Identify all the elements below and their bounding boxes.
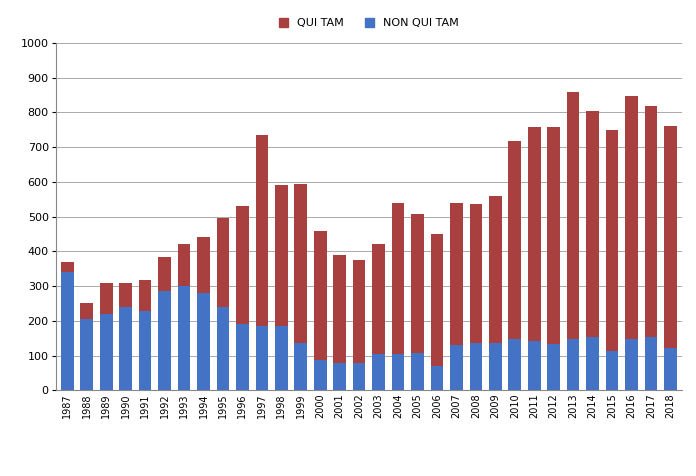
Bar bbox=[450, 203, 463, 345]
Bar bbox=[236, 206, 248, 324]
Bar bbox=[81, 304, 93, 319]
Bar bbox=[431, 234, 443, 366]
Bar bbox=[470, 204, 482, 343]
Bar bbox=[197, 238, 210, 293]
Bar bbox=[625, 339, 638, 390]
Bar bbox=[586, 337, 599, 390]
Bar bbox=[255, 326, 268, 390]
Bar bbox=[547, 344, 560, 390]
Bar bbox=[606, 351, 618, 390]
Bar bbox=[314, 360, 326, 390]
Bar bbox=[528, 341, 541, 390]
Bar bbox=[275, 185, 287, 326]
Bar bbox=[314, 231, 326, 360]
Bar bbox=[81, 319, 93, 390]
Bar bbox=[567, 339, 580, 390]
Bar bbox=[177, 286, 191, 390]
Bar bbox=[236, 324, 248, 390]
Bar bbox=[625, 96, 638, 339]
Bar bbox=[372, 244, 385, 354]
Bar bbox=[353, 260, 365, 363]
Legend: QUI TAM, NON QUI TAM: QUI TAM, NON QUI TAM bbox=[274, 14, 464, 33]
Bar bbox=[120, 283, 132, 307]
Bar bbox=[528, 127, 541, 341]
Bar bbox=[392, 354, 404, 390]
Bar bbox=[177, 244, 191, 286]
Bar bbox=[158, 257, 171, 291]
Bar bbox=[664, 126, 677, 348]
Bar bbox=[61, 272, 74, 390]
Bar bbox=[333, 255, 346, 363]
Bar bbox=[255, 135, 268, 326]
Bar bbox=[372, 354, 385, 390]
Bar bbox=[586, 111, 599, 337]
Bar bbox=[644, 106, 657, 337]
Bar bbox=[139, 311, 152, 390]
Bar bbox=[392, 203, 404, 354]
Bar bbox=[470, 343, 482, 390]
Bar bbox=[197, 293, 210, 390]
Bar bbox=[431, 366, 443, 390]
Bar bbox=[216, 307, 229, 390]
Bar bbox=[139, 280, 152, 311]
Bar bbox=[664, 348, 677, 390]
Bar bbox=[606, 130, 618, 351]
Bar bbox=[100, 283, 113, 314]
Bar bbox=[333, 363, 346, 390]
Bar bbox=[120, 307, 132, 390]
Bar bbox=[509, 339, 521, 390]
Bar bbox=[547, 127, 560, 344]
Bar bbox=[100, 314, 113, 390]
Bar bbox=[411, 214, 424, 353]
Bar bbox=[353, 363, 365, 390]
Bar bbox=[61, 262, 74, 272]
Bar bbox=[294, 184, 307, 343]
Bar bbox=[411, 353, 424, 390]
Bar bbox=[509, 141, 521, 339]
Bar bbox=[450, 345, 463, 390]
Bar bbox=[644, 337, 657, 390]
Bar bbox=[275, 326, 287, 390]
Bar bbox=[489, 343, 502, 390]
Bar bbox=[216, 218, 229, 307]
Bar bbox=[567, 92, 580, 339]
Bar bbox=[489, 196, 502, 343]
Bar bbox=[158, 291, 171, 390]
Bar bbox=[294, 343, 307, 390]
